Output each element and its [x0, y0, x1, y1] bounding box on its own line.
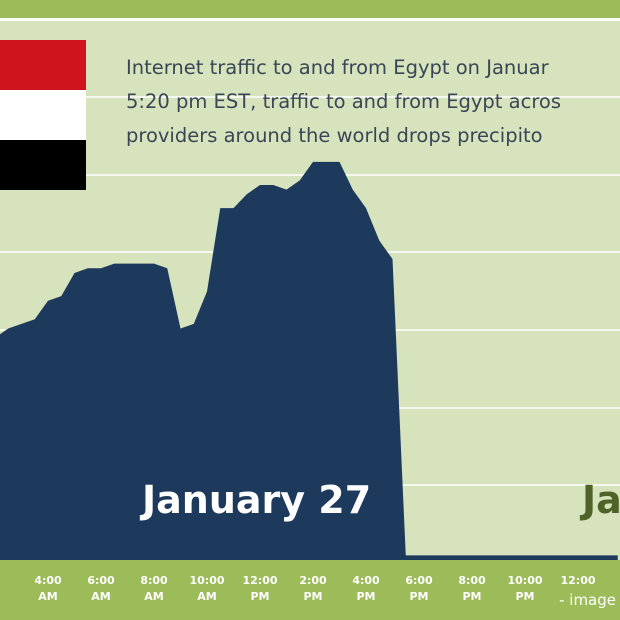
traffic-area: [0, 161, 618, 560]
top-band: [0, 0, 620, 18]
x-tick-label: 4:00 PM: [352, 574, 380, 603]
x-tick-label: 8:00 PM: [458, 574, 486, 603]
annotation: 5:20 pm EST, traffic to and from Egypt a…: [126, 90, 561, 113]
top-rule: [0, 18, 620, 21]
watermark: - image: [559, 591, 616, 609]
axis-band: [0, 560, 620, 620]
x-tick-label: 6:00 PM: [405, 574, 433, 603]
x-tick-label: 4:00 AM: [34, 574, 62, 603]
day-label: Ja: [582, 478, 620, 522]
annotation: Internet traffic to and from Egypt on Ja…: [126, 56, 549, 79]
x-tick-label: 12:00: [560, 574, 596, 587]
x-tick-label: 6:00 AM: [87, 574, 115, 603]
x-tick-label: 8:00 AM: [140, 574, 168, 603]
x-tick-label: 2:00 PM: [299, 574, 327, 603]
x-tick-label: 10:00 PM: [507, 574, 543, 603]
day-label: January 27: [142, 478, 372, 522]
flag-red: [0, 40, 86, 90]
x-tick-label: 10:00 AM: [189, 574, 225, 603]
annotation: providers around the world drops precipi…: [126, 124, 543, 147]
x-tick-label: 12:00 PM: [242, 574, 278, 603]
flag: [0, 40, 86, 190]
flag-white: [0, 90, 86, 140]
flag-black: [0, 140, 86, 190]
